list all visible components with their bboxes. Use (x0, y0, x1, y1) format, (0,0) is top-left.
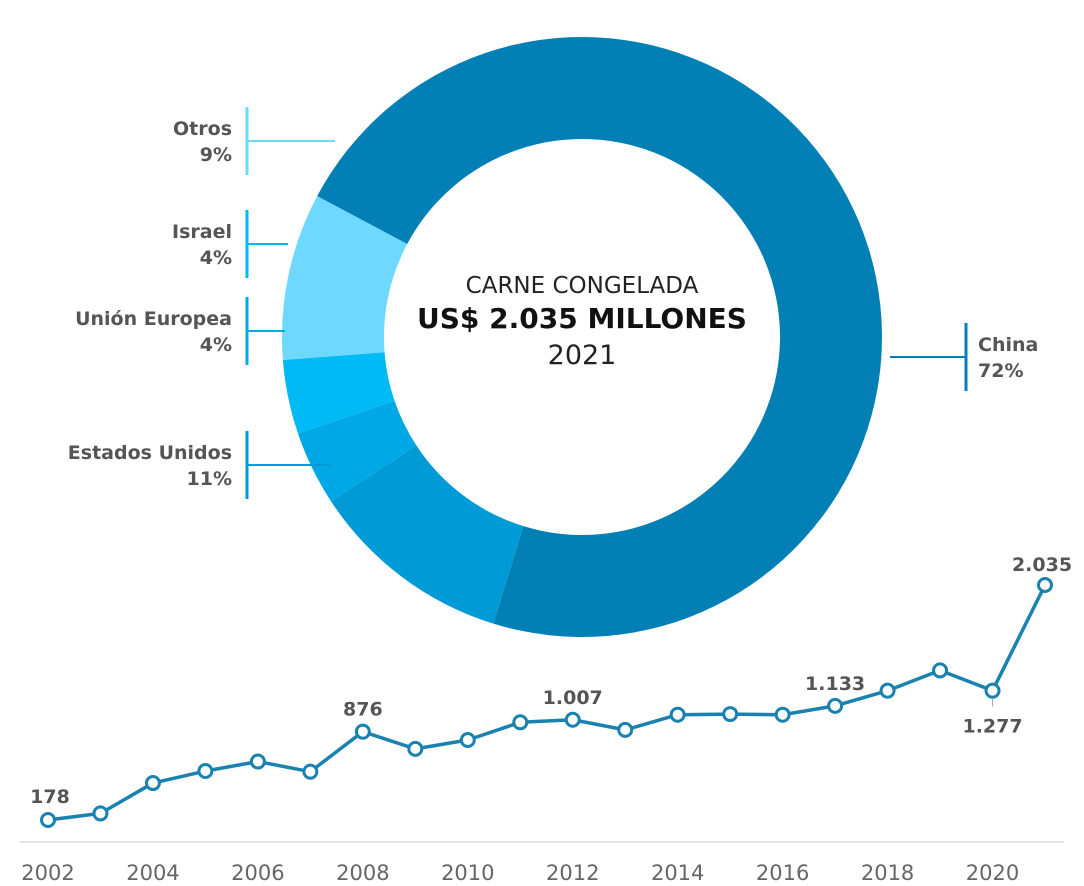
x-tick-2010: 2010 (441, 861, 494, 885)
point-2021 (1037, 577, 1053, 593)
point-2015 (722, 706, 739, 723)
slice-pct-union-europea: 4% (200, 334, 232, 356)
point-2007 (302, 763, 319, 780)
x-tick-2014: 2014 (651, 861, 704, 885)
data-label-2021: 2.035 (1012, 554, 1072, 576)
point-2012 (564, 711, 581, 728)
data-label-2012: 1.007 (543, 687, 603, 709)
slice-name-estados-unidos: Estados Unidos (68, 442, 232, 464)
slice-name-israel: Israel (172, 221, 232, 243)
slice-name-union-europea: Unión Europea (75, 308, 232, 330)
donut-year: 2021 (548, 340, 617, 371)
data-label-2002: 178 (30, 786, 70, 808)
point-2017 (827, 697, 844, 714)
line-chart: 2002 2004 2006 2008 2010 2012 2014 2016 2018 2020… (20, 554, 1072, 885)
slice-name-china: China (978, 334, 1038, 356)
data-label-2017: 1.133 (805, 673, 865, 695)
point-2004 (144, 775, 161, 792)
point-2014 (669, 706, 686, 723)
x-tick-2016: 2016 (756, 861, 809, 885)
point-2008 (354, 723, 371, 740)
data-label-2008: 876 (343, 699, 383, 721)
x-tick-2002: 2002 (21, 861, 74, 885)
x-tick-2020: 2020 (966, 861, 1019, 885)
slice-pct-otros: 9% (200, 144, 232, 166)
slice-pct-israel: 4% (200, 247, 232, 269)
x-tick-2004: 2004 (126, 861, 179, 885)
point-2006 (249, 753, 266, 770)
donut-chart (282, 37, 883, 637)
x-tick-2008: 2008 (336, 861, 389, 885)
donut-total: US$ 2.035 MILLONES (417, 302, 747, 335)
data-label-2020: 1.277 (962, 716, 1022, 738)
point-2020 (984, 682, 1001, 699)
callout-union-europea: Unión Europea 4% (75, 297, 285, 365)
point-2016 (774, 706, 791, 723)
donut-slice-otros (282, 196, 408, 361)
point-2002 (40, 812, 56, 828)
donut-slice-israel (282, 352, 395, 434)
donut-slice-union-europea (298, 400, 417, 502)
callout-estados-unidos: Estados Unidos 11% (68, 431, 330, 499)
callout-china: China 72% (890, 323, 1038, 391)
x-tick-2012: 2012 (546, 861, 599, 885)
x-tick-2018: 2018 (861, 861, 914, 885)
line-series (47, 584, 1047, 822)
point-2013 (617, 721, 634, 738)
point-2010 (459, 732, 476, 749)
callout-israel: Israel 4% (172, 210, 288, 278)
point-2009 (407, 740, 424, 757)
callout-otros: Otros 9% (173, 107, 335, 175)
donut-center-text: CARNE CONGELADA US$ 2.035 MILLONES 2021 (417, 273, 747, 371)
donut-title: CARNE CONGELADA (466, 273, 699, 299)
point-2011 (512, 714, 529, 731)
slice-pct-china: 72% (978, 360, 1023, 382)
donut-slice-china (317, 37, 883, 637)
point-2018 (879, 682, 896, 699)
donut-callouts: China 72% Estados Unidos 11% Unión Europea 4%… (68, 107, 1038, 499)
point-2005 (197, 763, 214, 780)
point-2019 (932, 662, 949, 679)
slice-name-otros: Otros (173, 118, 232, 140)
x-tick-2006: 2006 (231, 861, 284, 885)
donut-slice-estados-unidos (330, 445, 524, 624)
point-2003 (92, 805, 109, 822)
slice-pct-estados-unidos: 11% (187, 468, 232, 490)
